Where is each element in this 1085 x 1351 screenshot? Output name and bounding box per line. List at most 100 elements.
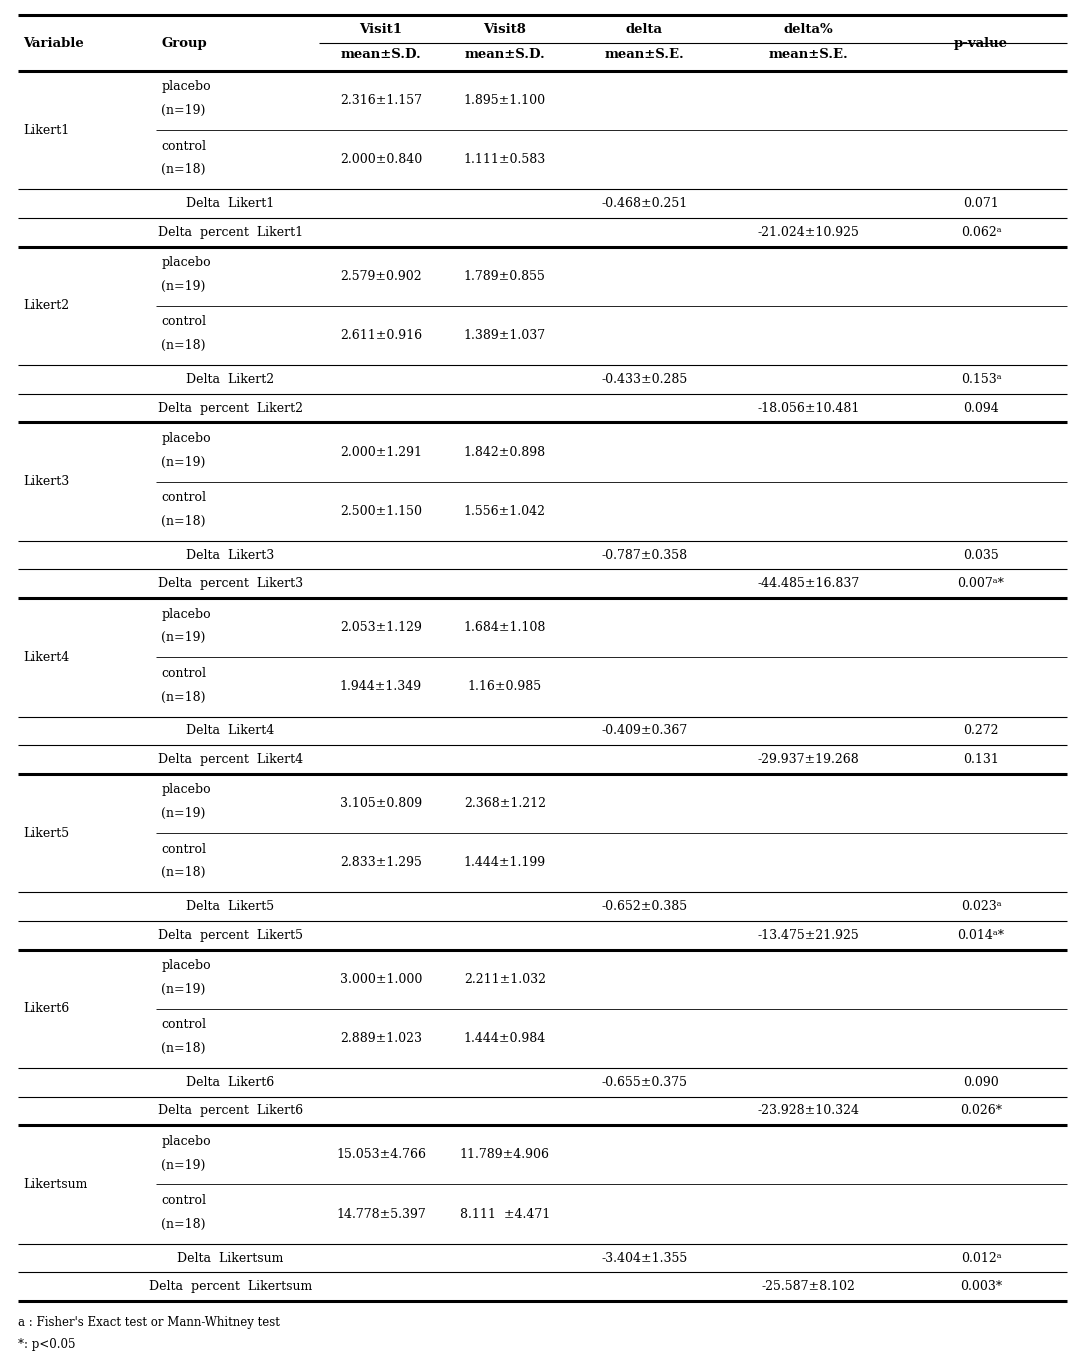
- Text: -25.587±8.102: -25.587±8.102: [762, 1281, 855, 1293]
- Text: Delta  percent  Likert2: Delta percent Likert2: [158, 401, 303, 415]
- Text: Delta  Likert3: Delta Likert3: [187, 549, 275, 562]
- Text: Group: Group: [162, 36, 207, 50]
- Text: 0.272: 0.272: [963, 724, 998, 738]
- Text: 0.071: 0.071: [963, 197, 999, 211]
- Text: placebo: placebo: [162, 257, 212, 269]
- Text: (n=18): (n=18): [162, 163, 206, 177]
- Text: delta%: delta%: [783, 23, 833, 36]
- Text: Delta  Likertsum: Delta Likertsum: [177, 1251, 283, 1265]
- Text: (n=19): (n=19): [162, 455, 206, 469]
- Text: 3.000±1.000: 3.000±1.000: [340, 973, 422, 986]
- Text: Delta  percent  Likert4: Delta percent Likert4: [157, 753, 303, 766]
- Text: 0.007ᵃ*: 0.007ᵃ*: [958, 577, 1005, 590]
- Text: (n=19): (n=19): [162, 631, 206, 644]
- Text: Delta  Likert4: Delta Likert4: [187, 724, 275, 738]
- Text: Likert6: Likert6: [23, 1002, 69, 1016]
- Text: 0.023ᵃ: 0.023ᵃ: [960, 900, 1001, 913]
- Text: placebo: placebo: [162, 81, 212, 93]
- Text: (n=18): (n=18): [162, 339, 206, 353]
- Text: 0.026*: 0.026*: [960, 1105, 1001, 1117]
- Text: placebo: placebo: [162, 1135, 212, 1148]
- Text: -0.468±0.251: -0.468±0.251: [601, 197, 688, 211]
- Text: control: control: [162, 139, 206, 153]
- Text: (n=19): (n=19): [162, 280, 206, 293]
- Text: *: p<0.05: *: p<0.05: [18, 1337, 76, 1351]
- Text: 1.16±0.985: 1.16±0.985: [468, 681, 541, 693]
- Text: -21.024±10.925: -21.024±10.925: [757, 226, 859, 239]
- Text: -3.404±1.355: -3.404±1.355: [601, 1251, 688, 1265]
- Text: 2.053±1.129: 2.053±1.129: [340, 621, 422, 634]
- Text: 2.368±1.212: 2.368±1.212: [463, 797, 546, 811]
- Text: Delta  percent  Likertsum: Delta percent Likertsum: [149, 1281, 312, 1293]
- Text: 1.842±0.898: 1.842±0.898: [463, 446, 546, 458]
- Text: -0.652±0.385: -0.652±0.385: [601, 900, 687, 913]
- Text: placebo: placebo: [162, 784, 212, 796]
- Text: a : Fisher's Exact test or Mann-Whitney test: a : Fisher's Exact test or Mann-Whitney …: [18, 1316, 280, 1329]
- Text: Delta  Likert1: Delta Likert1: [187, 197, 275, 211]
- Text: (n=18): (n=18): [162, 690, 206, 704]
- Text: 0.035: 0.035: [963, 549, 999, 562]
- Text: -44.485±16.837: -44.485±16.837: [757, 577, 859, 590]
- Text: Delta  percent  Likert5: Delta percent Likert5: [158, 928, 303, 942]
- Text: 0.094: 0.094: [963, 401, 999, 415]
- Text: 1.444±1.199: 1.444±1.199: [463, 857, 546, 869]
- Text: (n=19): (n=19): [162, 1158, 206, 1171]
- Text: 2.211±1.032: 2.211±1.032: [463, 973, 546, 986]
- Text: control: control: [162, 492, 206, 504]
- Text: Visit1: Visit1: [359, 23, 403, 36]
- Text: -23.928±10.324: -23.928±10.324: [757, 1105, 859, 1117]
- Text: control: control: [162, 667, 206, 680]
- Text: delta: delta: [626, 23, 663, 36]
- Text: 1.556±1.042: 1.556±1.042: [463, 505, 546, 517]
- Text: Delta  percent  Likert1: Delta percent Likert1: [157, 226, 303, 239]
- Text: placebo: placebo: [162, 608, 212, 620]
- Text: Likert1: Likert1: [23, 124, 69, 136]
- Text: 8.111  ±4.471: 8.111 ±4.471: [460, 1208, 550, 1220]
- Text: mean±S.D.: mean±S.D.: [341, 47, 421, 61]
- Text: Delta  Likert5: Delta Likert5: [187, 900, 275, 913]
- Text: -0.655±0.375: -0.655±0.375: [601, 1075, 687, 1089]
- Text: control: control: [162, 1019, 206, 1031]
- Text: 0.062ᵃ: 0.062ᵃ: [960, 226, 1001, 239]
- Text: -29.937±19.268: -29.937±19.268: [757, 753, 859, 766]
- Text: 2.316±1.157: 2.316±1.157: [340, 95, 422, 107]
- Text: p-value: p-value: [954, 36, 1008, 50]
- Text: 1.111±0.583: 1.111±0.583: [463, 153, 546, 166]
- Text: mean±S.E.: mean±S.E.: [604, 47, 685, 61]
- Text: Likert4: Likert4: [23, 651, 69, 663]
- Text: 2.889±1.023: 2.889±1.023: [340, 1032, 422, 1044]
- Text: 11.789±4.906: 11.789±4.906: [460, 1148, 550, 1162]
- Text: 2.500±1.150: 2.500±1.150: [340, 505, 422, 517]
- Text: 0.090: 0.090: [963, 1075, 999, 1089]
- Text: control: control: [162, 843, 206, 855]
- Text: -0.433±0.285: -0.433±0.285: [601, 373, 688, 386]
- Text: 0.131: 0.131: [963, 753, 999, 766]
- Text: 1.389±1.037: 1.389±1.037: [463, 330, 546, 342]
- Text: Likertsum: Likertsum: [23, 1178, 88, 1192]
- Text: 3.105±0.809: 3.105±0.809: [340, 797, 422, 811]
- Text: (n=18): (n=18): [162, 1042, 206, 1055]
- Text: mean±S.D.: mean±S.D.: [464, 47, 545, 61]
- Text: 1.944±1.349: 1.944±1.349: [340, 681, 422, 693]
- Text: -0.409±0.367: -0.409±0.367: [601, 724, 688, 738]
- Text: Likert5: Likert5: [23, 827, 69, 839]
- Text: Delta  percent  Likert6: Delta percent Likert6: [157, 1105, 303, 1117]
- Text: control: control: [162, 1194, 206, 1206]
- Text: (n=19): (n=19): [162, 807, 206, 820]
- Text: 0.003*: 0.003*: [960, 1281, 1003, 1293]
- Text: placebo: placebo: [162, 959, 212, 973]
- Text: Delta  percent  Likert3: Delta percent Likert3: [157, 577, 303, 590]
- Text: control: control: [162, 315, 206, 328]
- Text: 2.000±1.291: 2.000±1.291: [340, 446, 422, 458]
- Text: 1.789±0.855: 1.789±0.855: [463, 270, 546, 282]
- Text: -18.056±10.481: -18.056±10.481: [757, 401, 859, 415]
- Text: Likert2: Likert2: [23, 300, 69, 312]
- Text: 0.014ᵃ*: 0.014ᵃ*: [957, 928, 1005, 942]
- Text: placebo: placebo: [162, 432, 212, 444]
- Text: 1.684±1.108: 1.684±1.108: [463, 621, 546, 634]
- Text: 1.444±0.984: 1.444±0.984: [463, 1032, 546, 1044]
- Text: 0.012ᵃ: 0.012ᵃ: [960, 1251, 1001, 1265]
- Text: (n=19): (n=19): [162, 982, 206, 996]
- Text: 2.833±1.295: 2.833±1.295: [340, 857, 422, 869]
- Text: Likert3: Likert3: [23, 476, 69, 488]
